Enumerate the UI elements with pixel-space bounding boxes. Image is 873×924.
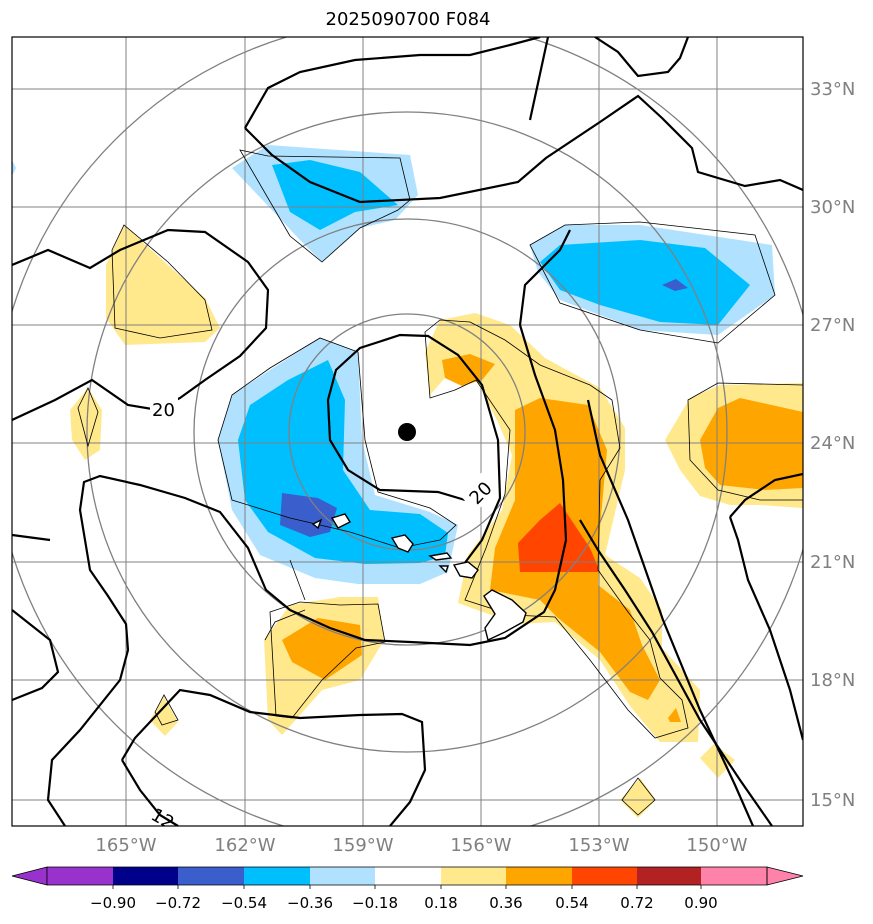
map-title: 2025090700 F084 — [325, 9, 491, 30]
colorbar-tick-label: −0.90 — [90, 894, 136, 912]
colorbar-tick-label: 0.54 — [555, 894, 588, 912]
contour-label: 20 — [152, 400, 175, 421]
lon-label: 150°W — [686, 835, 747, 856]
lat-label: 18°N — [810, 670, 855, 691]
colorbar-extend-low — [11, 866, 48, 886]
colorbar-swatch — [701, 867, 767, 885]
colorbar-tick-label: 0.36 — [489, 894, 522, 912]
lon-label: 159°W — [332, 835, 393, 856]
colorbar-swatch — [244, 867, 310, 885]
latitude-labels: 33°N 30°N 27°N 24°N 21°N 18°N 15°N — [810, 79, 855, 811]
colorbar-swatch — [375, 867, 441, 885]
colorbar-swatch — [506, 867, 572, 885]
longitude-labels: 165°W 162°W 159°W 156°W 153°W 150°W — [95, 835, 747, 856]
lon-label: 162°W — [214, 835, 275, 856]
map-frame — [11, 36, 804, 827]
colorbar-tick-label: 0.72 — [620, 894, 653, 912]
contour-labels: 20 20 12 — [147, 398, 499, 826]
lat-label: 27°N — [810, 315, 855, 336]
storm-center-marker — [398, 423, 416, 441]
colorbar-tick-label: −0.18 — [352, 894, 398, 912]
colorbar-swatch — [178, 867, 244, 885]
map-panel: 20 20 12 — [12, 37, 803, 826]
thin-contours — [77, 149, 803, 816]
colorbar-tick-label: −0.36 — [287, 894, 333, 912]
colorbar-tick-label: −0.72 — [155, 894, 201, 912]
colorbar: −0.90 −0.72 −0.54 −0.36 −0.18 0.18 0.36 … — [11, 866, 804, 912]
lat-label: 24°N — [810, 433, 855, 454]
colorbar-swatch — [637, 867, 701, 885]
colorbar-swatch — [113, 867, 178, 885]
coastline-hawaiian-islands — [311, 513, 527, 641]
lat-label: 30°N — [810, 197, 855, 218]
colorbar-tick-label: 0.90 — [684, 894, 717, 912]
colorbar-extend-high — [766, 866, 804, 886]
lon-label: 165°W — [95, 835, 156, 856]
colorbar-swatch — [572, 867, 637, 885]
colorbar-tick-label: −0.54 — [221, 894, 267, 912]
colorbar-swatch — [441, 867, 506, 885]
lat-label: 33°N — [810, 79, 855, 100]
lon-label: 153°W — [568, 835, 629, 856]
colorbar-swatch — [310, 867, 375, 885]
lat-label: 21°N — [810, 552, 855, 573]
lon-label: 156°W — [450, 835, 511, 856]
lat-label: 15°N — [810, 790, 855, 811]
lat-lon-grid — [12, 37, 803, 826]
colorbar-tick-label: 0.18 — [424, 894, 457, 912]
colorbar-swatch — [47, 867, 113, 885]
thick-contours — [12, 37, 803, 826]
